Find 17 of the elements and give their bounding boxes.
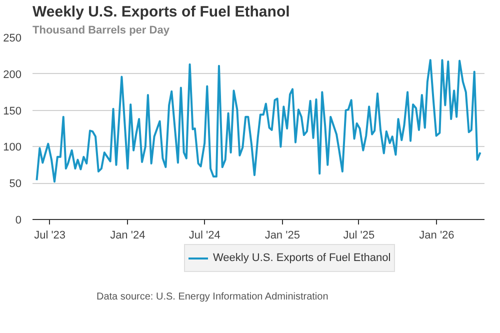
- x-tick-label: Jan '26: [419, 230, 454, 242]
- x-tick-label: Jan '25: [264, 230, 300, 242]
- x-tick-label: Jul '24: [188, 230, 220, 242]
- source-note: Data source: U.S. Energy Information Administration: [96, 292, 328, 302]
- line-series: [36, 59, 482, 183]
- y-tick-label: 150: [3, 105, 22, 118]
- y-tick-label: 200: [3, 68, 22, 81]
- y-tick-label: 50: [9, 178, 22, 190]
- chart-title: Weekly U.S. Exports of Fuel Ethanol: [32, 4, 290, 20]
- y-tick-label: 250: [3, 32, 22, 44]
- y-tick-label: 100: [3, 142, 22, 154]
- y-tick-label: 0: [15, 214, 22, 226]
- chart-subtitle: Thousand Barrels per Day: [32, 24, 170, 36]
- legend-label: Weekly U.S. Exports of Fuel Ethanol: [213, 252, 391, 264]
- x-tick-label: Jul '25: [343, 230, 375, 242]
- x-tick-label: Jan '24: [110, 230, 146, 242]
- x-tick-label: Jul '23: [34, 230, 66, 242]
